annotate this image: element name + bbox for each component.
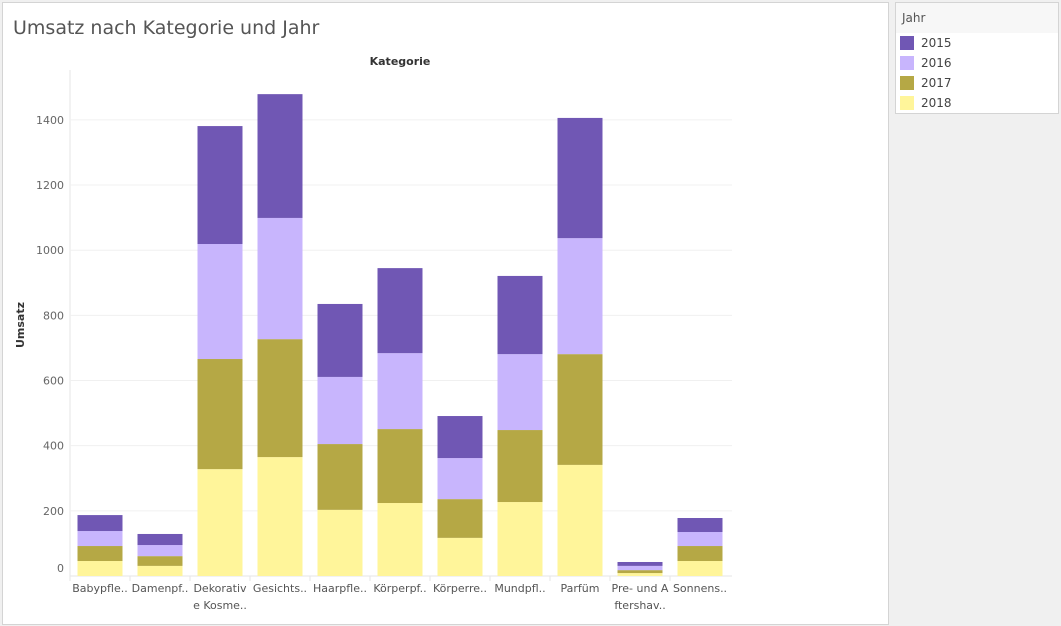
legend-swatch — [900, 36, 914, 50]
bar-segment-2017[interactable] — [557, 354, 603, 465]
bar-segment-2015[interactable] — [257, 94, 303, 218]
stacked-bar-chart: Kategorie Umsatz 0 200 400 600 800 1000 1200 1400… — [14, 55, 732, 612]
bar-segment-2018[interactable] — [257, 457, 303, 576]
y-tick-label: 600 — [43, 375, 64, 388]
x-tick-label: Körperre.. — [433, 582, 487, 595]
bar-segment-2017[interactable] — [77, 546, 123, 562]
bar-segment-2015[interactable] — [377, 268, 423, 354]
y-tick-label: 0 — [57, 562, 64, 575]
y-axis-label: Umsatz — [14, 302, 27, 348]
y-tick-label: 800 — [43, 309, 64, 322]
bar-segment-2017[interactable] — [377, 429, 423, 504]
chart-title: Umsatz nach Kategorie und Jahr — [13, 17, 320, 39]
bar-segment-2016[interactable] — [677, 532, 723, 547]
bar-segment-2018[interactable] — [497, 502, 543, 576]
bar-segment-2018[interactable] — [197, 469, 243, 576]
bar-segment-2016[interactable] — [317, 376, 363, 445]
bar-segment-2016[interactable] — [257, 217, 303, 340]
bar-segment-2015[interactable] — [77, 515, 123, 532]
x-tick-label: Damenpf.. — [132, 582, 189, 595]
legend-item-2016[interactable]: 2016 — [896, 53, 1058, 73]
legend-item-2015[interactable]: 2015 — [896, 33, 1058, 53]
y-tick-label: 400 — [43, 440, 64, 453]
bar-segment-2015[interactable] — [557, 117, 603, 239]
bar-segment-2017[interactable] — [437, 499, 483, 538]
y-tick-label: 200 — [43, 505, 64, 518]
legend-label: 2018 — [921, 96, 952, 110]
bar-segment-2016[interactable] — [197, 244, 243, 360]
bar-segment-2015[interactable] — [677, 518, 723, 533]
bar-segment-2016[interactable] — [437, 458, 483, 500]
bar-segment-2015[interactable] — [497, 275, 543, 355]
bar-segment-2018[interactable] — [617, 573, 663, 576]
x-tick-label: Körperpf.. — [373, 582, 426, 595]
legend-label: 2015 — [921, 36, 952, 50]
x-tick-label: ftershav.. — [614, 599, 665, 612]
legend-item-2018[interactable]: 2018 — [896, 93, 1058, 113]
bar-segment-2017[interactable] — [617, 570, 663, 574]
x-tick-label: Haarpfle.. — [313, 582, 367, 595]
bar-segment-2016[interactable] — [377, 353, 423, 430]
x-tick-label: Mundpfl.. — [494, 582, 545, 595]
x-tick-label: Parfüm — [561, 582, 600, 595]
bar-segment-2017[interactable] — [677, 546, 723, 562]
legend-swatch — [900, 96, 914, 110]
bar-segment-2017[interactable] — [497, 430, 543, 503]
bar-segment-2016[interactable] — [557, 238, 603, 355]
legend-label: 2016 — [921, 56, 952, 70]
x-tick-label: Sonnens.. — [673, 582, 727, 595]
bar-segment-2018[interactable] — [557, 464, 603, 576]
x-tick-label: Babypfle.. — [72, 582, 127, 595]
bar-segment-2015[interactable] — [137, 533, 183, 546]
x-tick-label: Pre- und A — [612, 582, 669, 595]
legend-item-2017[interactable]: 2017 — [896, 73, 1058, 93]
x-tick-label: Gesichts.. — [253, 582, 307, 595]
legend-swatch — [900, 76, 914, 90]
column-header: Kategorie — [370, 55, 431, 68]
bar-segment-2018[interactable] — [437, 537, 483, 576]
y-tick-label: 1400 — [36, 114, 64, 127]
y-tick-label: 1200 — [36, 179, 64, 192]
legend-label: 2017 — [921, 76, 952, 90]
bar-segment-2015[interactable] — [197, 126, 243, 245]
bar-segment-2018[interactable] — [317, 509, 363, 576]
bar-segment-2017[interactable] — [257, 339, 303, 458]
bar-segment-2015[interactable] — [437, 416, 483, 459]
bar-segment-2018[interactable] — [137, 565, 183, 576]
bar-segment-2018[interactable] — [77, 561, 123, 576]
bar-segment-2016[interactable] — [617, 565, 663, 571]
x-tick-label: e Kosme.. — [193, 599, 247, 612]
bar-segment-2016[interactable] — [137, 545, 183, 557]
x-tick-label: Dekorativ — [193, 582, 247, 595]
legend: Jahr 2015 2016 2017 2018 — [895, 2, 1059, 114]
bar-segment-2015[interactable] — [617, 561, 663, 566]
bar-segment-2015[interactable] — [317, 303, 363, 377]
bar-segment-2017[interactable] — [197, 359, 243, 470]
chart-panel: Umsatz nach Kategorie und Jahr Kategorie… — [2, 2, 889, 625]
bar-segment-2018[interactable] — [377, 503, 423, 576]
legend-title: Jahr — [896, 3, 1058, 33]
bar-segment-2016[interactable] — [497, 354, 543, 431]
bar-segment-2018[interactable] — [677, 561, 723, 576]
legend-swatch — [900, 56, 914, 70]
bar-segment-2017[interactable] — [137, 556, 183, 566]
y-tick-label: 1000 — [36, 244, 64, 257]
bar-segment-2016[interactable] — [77, 531, 123, 547]
bar-segment-2017[interactable] — [317, 444, 363, 510]
